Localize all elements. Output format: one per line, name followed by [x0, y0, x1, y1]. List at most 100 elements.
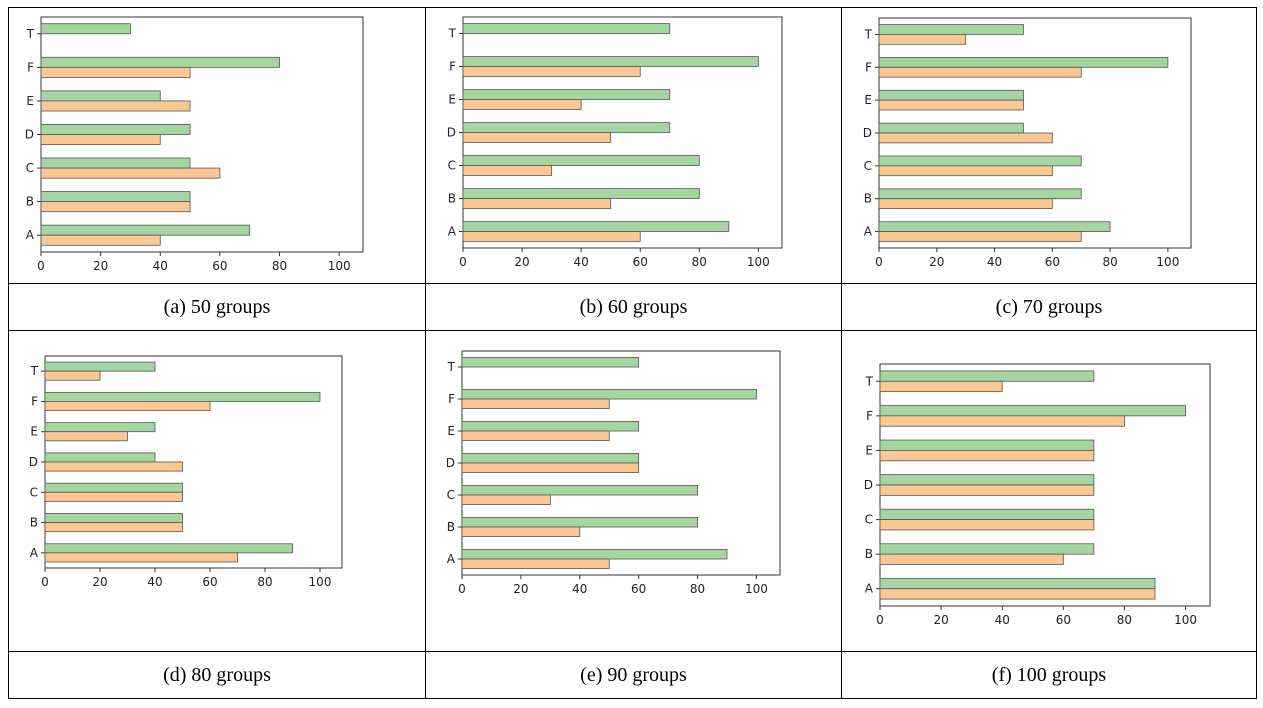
bar-orange-D [878, 132, 1053, 144]
figure-table: 0 20 40 60 80 100 A B C D E F T 0 20 40 60 80 100 A B C D E F T … [8, 7, 1257, 699]
bar-orange-A [878, 231, 1082, 242]
y-tick-label: B [30, 516, 38, 530]
bar-green-E [44, 422, 156, 433]
y-tick-label: D [446, 456, 455, 470]
x-tick-label: 40 [574, 255, 589, 269]
bar-orange-F [462, 66, 641, 77]
x-tick-label: 40 [153, 259, 168, 273]
x-tick-label: 60 [1056, 613, 1071, 627]
bar-orange-B [878, 198, 1053, 209]
y-tick-label: T [448, 27, 457, 41]
bar-orange-B [462, 198, 612, 209]
x-tick-label: 40 [987, 255, 1002, 269]
x-tick-label: 80 [692, 255, 707, 269]
bar-orange-C [462, 165, 553, 176]
bar-chart-c: 0 20 40 60 80 100 A B C D E F T [863, 17, 1192, 269]
y-tick-label: B [26, 195, 34, 209]
y-tick-label: A [865, 582, 874, 596]
y-tick-label: A [447, 552, 456, 566]
bar-orange-E [461, 430, 610, 442]
x-tick-label: 40 [995, 613, 1010, 627]
bar-green-T [878, 24, 1024, 35]
bar-green-A [44, 543, 293, 554]
x-tick-label: 80 [257, 575, 272, 589]
bar-green-B [44, 513, 183, 523]
chart-panel-a: 0 20 40 60 80 100 A B C D E F T [9, 8, 425, 283]
x-tick-label: 0 [459, 255, 467, 269]
bar-green-F [461, 389, 757, 400]
caption-a: (a) 50 groups [163, 295, 271, 318]
y-tick-label: F [27, 60, 34, 74]
bar-green-F [879, 405, 1186, 417]
x-tick-label: 100 [1156, 255, 1179, 269]
y-tick-label: A [864, 225, 873, 239]
x-tick-label: 20 [513, 582, 528, 596]
bar-orange-A [461, 558, 610, 570]
y-tick-label: E [447, 424, 455, 438]
bar-orange-B [461, 526, 581, 538]
bar-orange-T [44, 370, 101, 381]
bar-green-C [879, 508, 1095, 520]
y-tick-label: B [447, 520, 455, 534]
x-tick-label: 80 [1117, 613, 1132, 627]
bar-green-F [44, 391, 321, 402]
bar-green-F [462, 56, 759, 67]
bar-green-E [462, 89, 671, 100]
x-tick-label: 0 [876, 613, 884, 627]
bar-orange-B [40, 201, 191, 213]
y-tick-label: C [448, 159, 456, 173]
bar-orange-C [878, 165, 1053, 177]
bar-green-C [44, 482, 183, 493]
y-tick-label: A [30, 546, 39, 560]
x-tick-label: 60 [633, 255, 648, 269]
bar-orange-C [461, 494, 551, 506]
x-tick-label: 60 [631, 582, 646, 596]
bar-orange-F [879, 415, 1125, 427]
caption-d: (d) 80 groups [163, 663, 271, 686]
bar-green-D [878, 122, 1024, 134]
column-divider [425, 8, 426, 698]
y-tick-label: F [31, 394, 38, 408]
y-tick-label: F [448, 392, 455, 406]
bar-chart-b: 0 20 40 60 80 100 A B C D E F T [447, 16, 783, 269]
bar-orange-E [879, 450, 1095, 462]
y-tick-label: E [448, 93, 456, 107]
y-tick-label: T [30, 364, 39, 378]
y-tick-label: F [449, 60, 456, 74]
x-tick-label: 20 [93, 259, 108, 273]
y-tick-label: C [864, 159, 872, 173]
bar-orange-D [461, 462, 640, 474]
bar-orange-D [40, 134, 161, 145]
x-tick-label: 80 [690, 582, 705, 596]
bar-green-B [878, 188, 1082, 200]
x-tick-label: 40 [572, 582, 587, 596]
x-tick-label: 100 [1174, 613, 1197, 627]
bar-orange-A [44, 552, 238, 563]
bar-orange-A [462, 231, 641, 242]
x-tick-label: 20 [933, 613, 948, 627]
bar-orange-D [879, 484, 1095, 496]
chart-panel-b: 0 20 40 60 80 100 A B C D E F T [426, 8, 841, 283]
x-tick-label: 80 [1102, 255, 1117, 269]
bar-green-A [461, 548, 728, 560]
bar-green-E [461, 421, 640, 432]
y-tick-label: T [864, 27, 873, 41]
bar-orange-E [462, 99, 582, 110]
bar-green-C [878, 155, 1082, 167]
bar-green-T [879, 370, 1095, 382]
bar-orange-F [44, 401, 211, 411]
bar-orange-T [878, 34, 967, 45]
chart-panel-e: 0 20 40 60 80 100 A B C D E F T [426, 331, 841, 651]
caption-f: (f) 100 groups [991, 663, 1107, 686]
bar-green-A [878, 221, 1111, 232]
bar-chart-d: 0 20 40 60 80 100 A B C D E F T [29, 355, 343, 589]
bar-orange-B [44, 522, 183, 533]
y-tick-label: B [864, 192, 872, 206]
bar-green-C [461, 484, 698, 496]
y-tick-label: C [30, 485, 38, 499]
bar-green-F [878, 57, 1169, 68]
y-tick-label: D [25, 128, 34, 142]
x-tick-label: 100 [745, 582, 768, 596]
bar-green-C [40, 157, 191, 169]
bar-orange-E [40, 100, 191, 112]
